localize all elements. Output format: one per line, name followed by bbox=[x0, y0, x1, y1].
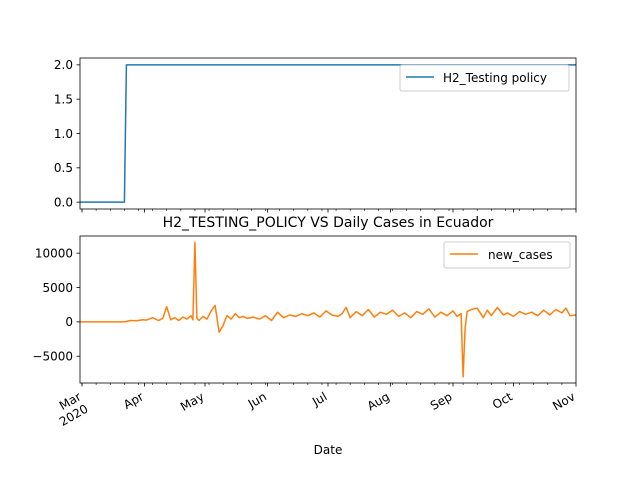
bottom-chart-title: H2_TESTING_POLICY VS Daily Cases in Ecua… bbox=[163, 215, 494, 231]
bottom-y-ticks: −5000 0 5000 10000 bbox=[32, 246, 80, 364]
top-y-tick-label: 1.0 bbox=[54, 127, 73, 141]
top-legend-label: H2_Testing policy bbox=[443, 71, 547, 85]
top-series-group bbox=[80, 64, 576, 203]
top-chart: 0.0 0.5 1.0 1.5 2.0 H2_Testing policy bbox=[54, 57, 577, 213]
bottom-x-tick-label: Jul bbox=[309, 389, 329, 409]
top-y-tick-label: 0.5 bbox=[54, 161, 73, 175]
bottom-legend-box bbox=[443, 241, 571, 269]
bottom-y-tick-label: 5000 bbox=[42, 281, 73, 295]
bottom-y-tick-label: −5000 bbox=[32, 350, 73, 364]
bottom-legend-label: new_cases bbox=[488, 248, 553, 262]
bottom-series-group bbox=[80, 241, 577, 378]
top-y-tick-label: 0.0 bbox=[54, 195, 73, 209]
bottom-y-tick-label: 0 bbox=[65, 315, 73, 329]
bottom-series-line bbox=[80, 241, 577, 378]
top-legend: H2_Testing policy bbox=[399, 64, 570, 92]
top-y-tick-label: 1.5 bbox=[54, 92, 73, 106]
x-axis-label: Date bbox=[314, 443, 343, 457]
top-y-ticks: 0.0 0.5 1.0 1.5 2.0 bbox=[54, 58, 80, 209]
bottom-y-tick-label: 10000 bbox=[35, 246, 73, 260]
bottom-legend: new_cases bbox=[443, 241, 571, 269]
top-axes-frame bbox=[79, 57, 577, 210]
top-y-tick-label: 2.0 bbox=[54, 58, 73, 72]
top-series-line bbox=[80, 64, 576, 203]
top-legend-box bbox=[399, 64, 570, 92]
bottom-axes-frame bbox=[79, 235, 577, 384]
